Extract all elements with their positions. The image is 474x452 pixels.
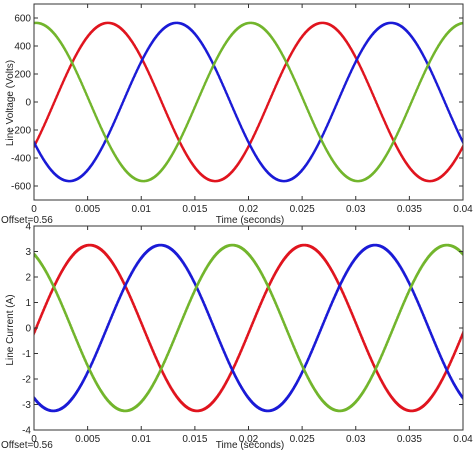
current-series-2 — [33, 243, 464, 413]
voltage-ytick-label: 400 — [14, 42, 31, 53]
current-ytick-label: -1 — [22, 349, 31, 360]
voltage-xtick-label: 0.025 — [290, 204, 315, 215]
current-xtick-label: 0.025 — [290, 434, 315, 445]
voltage-xtick-label: 0.005 — [75, 204, 100, 215]
current-xtick-label: 0 — [31, 434, 37, 445]
current-ytick-label: 4 — [25, 222, 31, 233]
voltage-ylabel: Line Voltage (Volts) — [5, 60, 16, 146]
voltage-xtick-label: 0.04 — [453, 204, 473, 215]
voltage-xtick-label: 0.015 — [182, 204, 207, 215]
voltage-ytick-label: -600 — [11, 182, 31, 193]
current-ytick-label: -4 — [22, 426, 31, 437]
voltage-series-2 — [33, 21, 464, 183]
voltage-xtick-label: 0 — [31, 204, 37, 215]
current-xtick-label: 0.03 — [346, 434, 366, 445]
voltage-ytick-label: 600 — [14, 14, 31, 25]
current-xtick-label: 0.02 — [239, 434, 259, 445]
current-series-1 — [33, 243, 464, 413]
voltage-ytick-label: -400 — [11, 154, 31, 165]
voltage-xtick-label: 0.01 — [132, 204, 152, 215]
current-ytick-label: -3 — [22, 400, 31, 411]
voltage-series-1 — [33, 21, 464, 183]
current-xlabel: Time (seconds) — [216, 440, 285, 451]
current-xtick-label: 0.01 — [132, 434, 152, 445]
current-xtick-label: 0.04 — [453, 434, 473, 445]
current-offset-note: Offset=0.56 — [1, 440, 53, 451]
voltage-ytick-label: 200 — [14, 70, 31, 81]
current-xtick-label: 0.015 — [182, 434, 207, 445]
voltage-ytick-label: 0 — [25, 98, 31, 109]
current-xtick-label: 0.005 — [75, 434, 100, 445]
voltage-offset-note: Offset=0.56 — [1, 215, 53, 226]
voltage-xlabel: Time (seconds) — [216, 215, 285, 226]
voltage-ytick-label: -200 — [11, 126, 31, 137]
current-xtick-label: 0.035 — [397, 434, 422, 445]
current-series-3 — [33, 243, 464, 413]
current-ytick-label: 2 — [25, 273, 31, 284]
voltage-plot-frame — [33, 3, 464, 201]
current-ytick-label: -2 — [22, 375, 31, 386]
voltage-xtick-label: 0.03 — [346, 204, 366, 215]
voltage-series-3 — [33, 21, 464, 183]
voltage-xtick-label: 0.035 — [397, 204, 422, 215]
current-ytick-label: 1 — [25, 298, 31, 309]
current-ytick-label: 3 — [25, 247, 31, 258]
voltage-xtick-label: 0.02 — [239, 204, 259, 215]
voltage-chart: Line Voltage (Volts) Time (seconds) Offs… — [1, 3, 473, 226]
current-chart: Line Current (A) Time (seconds) Offset=0… — [1, 222, 473, 452]
current-ytick-label: 0 — [25, 324, 31, 335]
current-ylabel: Line Current (A) — [5, 294, 16, 365]
